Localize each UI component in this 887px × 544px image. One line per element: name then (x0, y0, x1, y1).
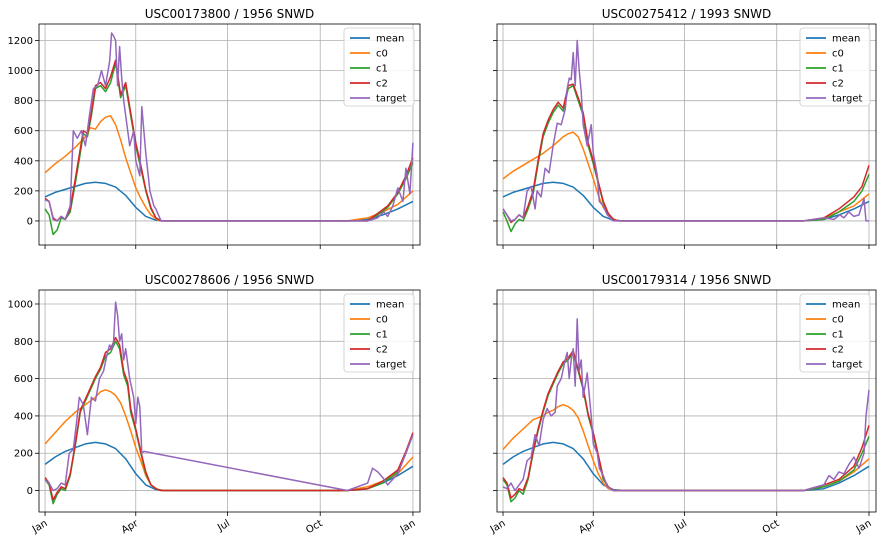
legend-label: mean (376, 300, 404, 311)
legend: mean c0 c1 c2 target (799, 293, 871, 373)
series-line-c1 (502, 84, 870, 233)
y-tick-label: 400 (14, 411, 33, 422)
legend-label: c1 (832, 64, 844, 75)
series-line-mean (502, 181, 870, 222)
series-line-mean (502, 441, 870, 492)
series-group (502, 318, 870, 503)
y-tick-label: 0 (27, 486, 33, 497)
x-tick-label: Oct (304, 518, 325, 536)
legend-box (799, 27, 871, 107)
series-line-c0 (502, 131, 870, 222)
series-line-target (44, 32, 414, 222)
y-tick-label: 1200 (8, 36, 33, 47)
series-group (44, 301, 414, 505)
legend-label: c1 (376, 64, 388, 75)
chart-panel-3: USC00278606 / 1956 SNWD 0 200 400 600 800 100… (8, 273, 421, 537)
series-line-c0 (44, 114, 414, 222)
x-tick-label: Jan (30, 518, 50, 536)
series-group (502, 39, 870, 233)
chart-panel-4: USC00179314 / 1956 SNWD Jan Apr Jul Oct Jan m… (488, 273, 877, 537)
legend-label: c2 (832, 79, 844, 90)
gridlines (497, 24, 876, 245)
legend-label: c0 (832, 315, 844, 326)
x-tick-label: Jan (398, 518, 418, 536)
axes-frame (38, 23, 421, 246)
axes-frame (38, 289, 421, 513)
x-tick-label: Jul (215, 518, 232, 534)
legend-label: c1 (376, 330, 388, 341)
chart-panel-2: USC00275412 / 1993 SNWD mean c0 c1 c2 target (493, 7, 877, 249)
y-tick-label: 600 (14, 126, 33, 137)
x-tick-label: Apr (120, 518, 141, 537)
legend-label: c0 (376, 49, 388, 60)
legend: mean c0 c1 c2 target (343, 293, 415, 373)
x-tick-label: Apr (577, 518, 598, 537)
legend-label: target (376, 94, 406, 105)
chart-title: USC00275412 / 1993 SNWD (602, 7, 772, 21)
legend: mean c0 c1 c2 target (799, 27, 871, 107)
y-tick-label: 800 (14, 96, 33, 107)
chart-panel-1: USC00173800 / 1956 SNWD 0 200 400 600 800 100… (8, 7, 421, 249)
legend-label: c1 (832, 330, 844, 341)
axes-frame (496, 23, 877, 246)
chart-title: USC00173800 / 1956 SNWD (145, 7, 315, 21)
series-line-c2 (502, 349, 870, 499)
x-tick-label: Jan (488, 518, 508, 536)
legend-label: target (832, 360, 862, 371)
legend-label: target (376, 360, 406, 371)
series-line-target (44, 301, 414, 492)
legend-label: c2 (376, 79, 388, 90)
legend-label: c2 (376, 345, 388, 356)
legend-box (343, 27, 415, 107)
series-line-c0 (502, 403, 870, 492)
legend-label: c0 (832, 49, 844, 60)
y-tick-label: 800 (14, 337, 33, 348)
series-line-target (502, 39, 869, 222)
y-tick-label: 400 (14, 156, 33, 167)
legend-label: c2 (832, 345, 844, 356)
y-tick-label: 200 (14, 449, 33, 460)
x-tick-label: Jul (672, 518, 689, 534)
axes-frame (496, 289, 877, 513)
y-tick-label: 200 (14, 186, 33, 197)
legend-box (799, 293, 871, 373)
series-line-mean (44, 441, 414, 492)
x-tick-label: Oct (761, 518, 782, 536)
series-line-mean (44, 181, 414, 222)
x-tick-label: Jan (854, 518, 874, 536)
y-tick-label: 1000 (8, 66, 33, 77)
legend-label: mean (832, 34, 860, 45)
legend: mean c0 c1 c2 target (343, 27, 415, 107)
y-tick-label: 1000 (8, 299, 33, 310)
series-line-c2 (44, 336, 414, 501)
legend-label: mean (376, 34, 404, 45)
series-line-c1 (502, 351, 870, 503)
legend-label: c0 (376, 315, 388, 326)
legend-label: target (832, 94, 862, 105)
series-line-c0 (44, 389, 414, 492)
chart-title: USC00278606 / 1956 SNWD (145, 273, 315, 287)
y-tick-label: 600 (14, 374, 33, 385)
legend-box (343, 293, 415, 373)
y-tick-label: 0 (27, 216, 33, 227)
chart-title: USC00179314 / 1956 SNWD (602, 273, 772, 287)
series-group (44, 32, 414, 236)
series-line-target (502, 318, 870, 492)
legend-label: mean (832, 300, 860, 311)
